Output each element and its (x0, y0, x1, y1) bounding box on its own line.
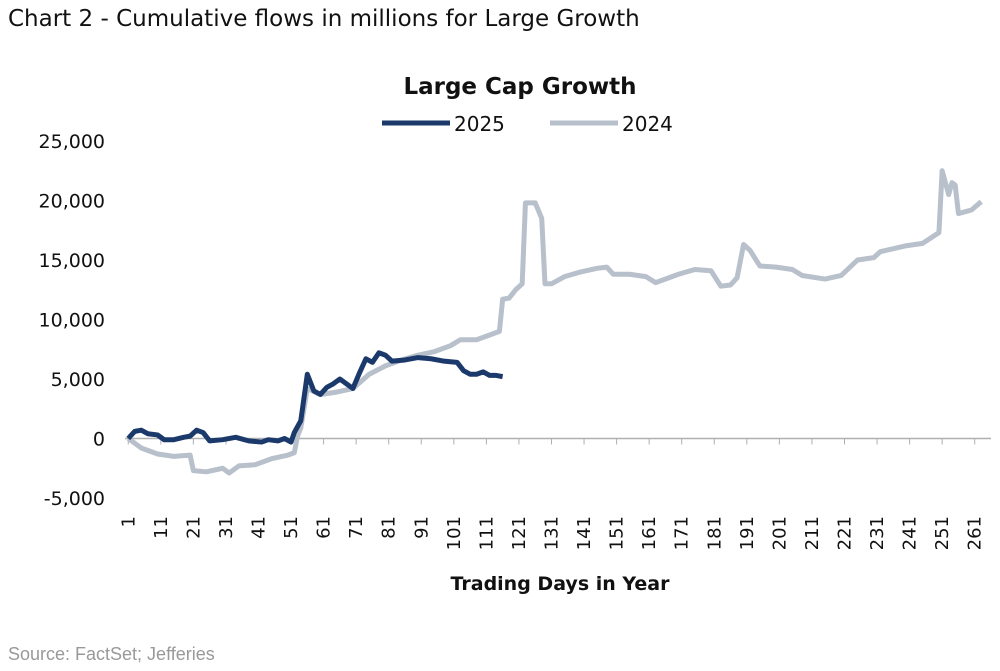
x-tick-label: 261 (965, 516, 986, 550)
x-tick-label: 201 (769, 516, 790, 550)
x-tick-label: 51 (281, 516, 302, 539)
x-tick-label: 241 (900, 516, 921, 550)
x-tick-label: 81 (379, 516, 400, 539)
chart-title: Large Cap Growth (403, 74, 636, 100)
x-tick-label: 101 (444, 516, 465, 550)
x-tick-label: 61 (314, 516, 335, 539)
x-tick-label: 91 (411, 516, 432, 539)
series-line (126, 350, 504, 445)
y-tick-label: 15,000 (39, 250, 105, 272)
y-tick-label: 20,000 (39, 191, 105, 213)
legend-label: 2025 (454, 112, 505, 136)
x-tick-label: 131 (541, 516, 562, 550)
x-tick-label: 231 (867, 516, 888, 550)
x-tick-label: 171 (672, 516, 693, 550)
y-tick-label: 10,000 (39, 310, 105, 332)
x-tick-label: 11 (151, 516, 172, 539)
x-axis-label: Trading Days in Year (451, 573, 671, 595)
x-tick-label: 161 (639, 516, 660, 550)
x-tick-label: 31 (216, 516, 237, 539)
x-tick-label: 41 (248, 516, 269, 539)
x-tick-label: 141 (574, 516, 595, 550)
x-tick-label: 221 (834, 516, 855, 550)
x-tick-label: 251 (932, 516, 953, 550)
x-tick-label: 211 (802, 516, 823, 550)
x-tick-label: 181 (704, 516, 725, 550)
x-tick-label: 1 (118, 516, 139, 527)
source: Source: FactSet; Jefferies (8, 644, 215, 664)
x-tick-label: 71 (346, 516, 367, 539)
x-tick-label: 151 (607, 516, 628, 550)
y-tick-label: 0 (93, 429, 105, 451)
y-tick-label: -5,000 (44, 488, 105, 510)
legend-label: 2024 (622, 112, 673, 136)
x-tick-label: 121 (509, 516, 530, 550)
x-tick-label: 21 (183, 516, 204, 539)
page-title: Chart 2 - Cumulative flows in millions f… (8, 6, 640, 32)
series-line (126, 168, 983, 476)
x-tick-label: 111 (476, 516, 497, 550)
x-tick-label: 191 (737, 516, 758, 550)
y-tick-label: 25,000 (39, 131, 105, 153)
y-tick-label: 5,000 (51, 369, 105, 391)
